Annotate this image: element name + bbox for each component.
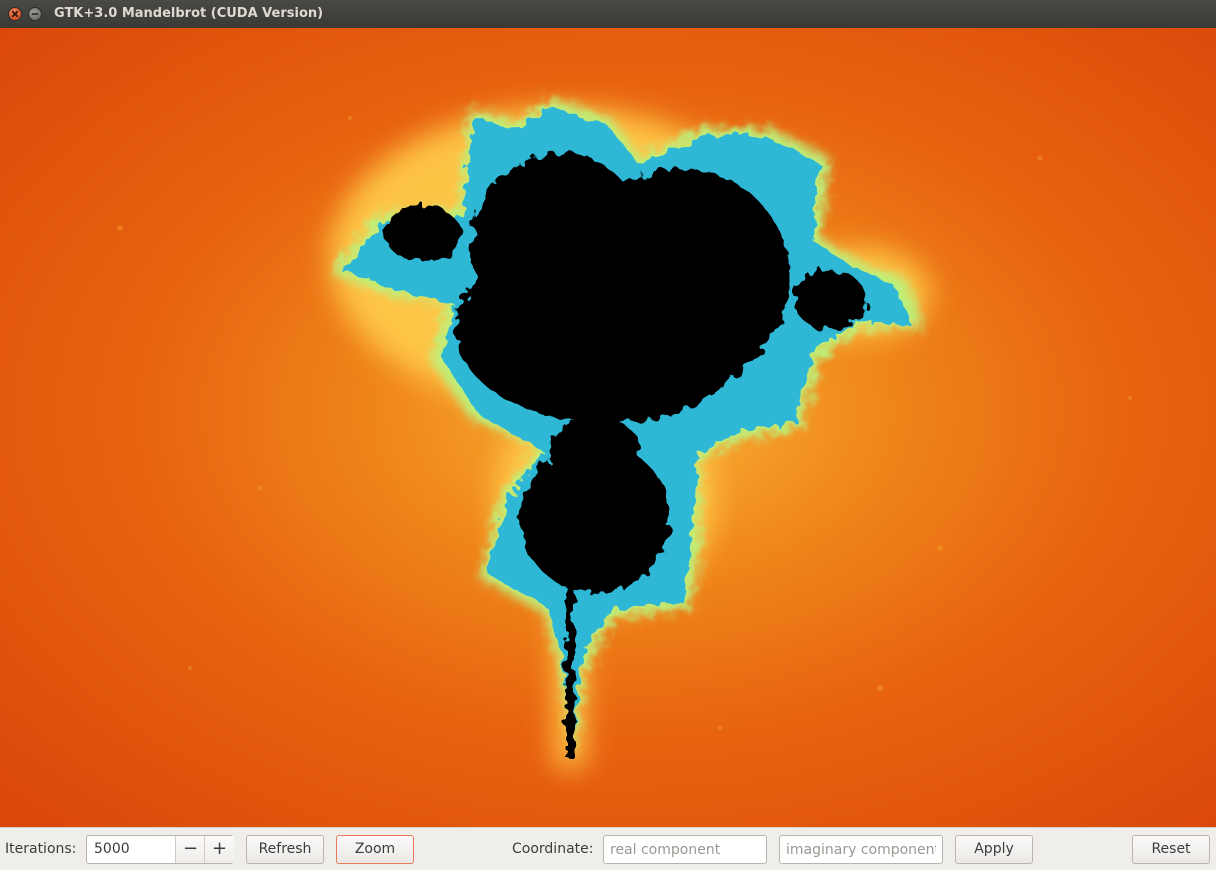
close-icon[interactable]: [8, 7, 22, 21]
mandelbrot-canvas[interactable]: [0, 28, 1216, 827]
decrement-button[interactable]: −: [175, 836, 205, 863]
refresh-button[interactable]: Refresh: [246, 835, 324, 864]
window-title: GTK+3.0 Mandelbrot (CUDA Version): [54, 6, 324, 21]
apply-button[interactable]: Apply: [955, 835, 1033, 864]
fractal-render: [0, 28, 1216, 827]
bottom-toolbar: Iterations: − + Refresh Zoom Coordinate:…: [0, 827, 1216, 870]
iterations-label: Iterations:: [5, 841, 77, 857]
coordinate-label: Coordinate:: [512, 841, 594, 857]
iterations-spinbutton[interactable]: − +: [86, 835, 234, 864]
mandelbrot-set: [384, 153, 866, 758]
real-component-input[interactable]: [603, 835, 767, 864]
title-bar: GTK+3.0 Mandelbrot (CUDA Version): [0, 0, 1216, 28]
fractal-speckles: [117, 116, 1132, 731]
zoom-button[interactable]: Zoom: [336, 835, 414, 864]
increment-button[interactable]: +: [204, 836, 234, 863]
reset-button[interactable]: Reset: [1132, 835, 1210, 864]
minimize-icon[interactable]: [28, 7, 42, 21]
iterations-input[interactable]: [87, 836, 175, 863]
imaginary-component-input[interactable]: [779, 835, 943, 864]
